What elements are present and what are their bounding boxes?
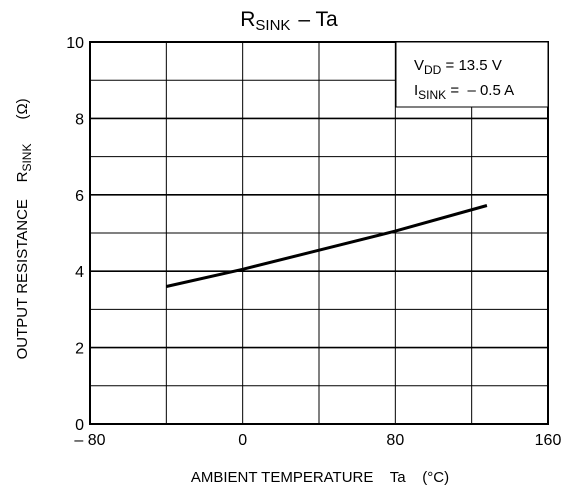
y-axis-label-unit: (Ω) xyxy=(14,98,31,119)
y-tick-label: 8 xyxy=(75,111,84,128)
x-tick-label: 0 xyxy=(238,432,247,449)
series-line xyxy=(166,204,488,288)
y-tick-label: 2 xyxy=(75,341,84,358)
chart-title-rest: – Ta xyxy=(298,8,338,31)
condition-vdd-main: V xyxy=(414,57,424,74)
y-tick-label: 4 xyxy=(75,264,84,281)
y-axis-label-main: OUTPUT RESISTANCE R xyxy=(14,171,31,359)
y-tick-label: 10 xyxy=(66,35,84,52)
conditions-legend: VDD = 13.5 V ISINK = – 0.5 A xyxy=(395,41,549,108)
x-axis-label: AMBIENT TEMPERATURE Ta (°C) xyxy=(191,469,449,486)
chart-title: RSINK – Ta xyxy=(240,8,338,34)
condition-isink-sub: SINK xyxy=(418,88,446,102)
condition-isink-value: = – 0.5 A xyxy=(446,82,514,99)
condition-vdd-value: = 13.5 V xyxy=(441,57,501,74)
chart-title-subscript: SINK xyxy=(255,17,290,34)
y-axis-label-subscript: SINK xyxy=(20,144,34,172)
x-tick-label: 80 xyxy=(386,432,404,449)
series-group xyxy=(166,204,488,288)
conditions-box xyxy=(395,41,549,108)
condition-vdd: VDD = 13.5 V xyxy=(414,57,502,77)
condition-vdd-sub: DD xyxy=(424,63,442,77)
x-tick-labels: – 80 0 80 160 xyxy=(74,432,561,449)
y-tick-label: 6 xyxy=(75,188,84,205)
x-tick-label: 160 xyxy=(535,432,562,449)
y-tick-labels: 0 2 4 6 8 10 xyxy=(66,35,84,434)
condition-isink-main: I xyxy=(414,82,418,99)
condition-isink: ISINK = – 0.5 A xyxy=(414,82,514,102)
y-axis-label: OUTPUT RESISTANCE RSINK (Ω) xyxy=(14,86,34,380)
y-tick-label: 0 xyxy=(75,417,84,434)
x-tick-label: – 80 xyxy=(74,432,105,449)
chart-title-main: R xyxy=(240,8,255,31)
